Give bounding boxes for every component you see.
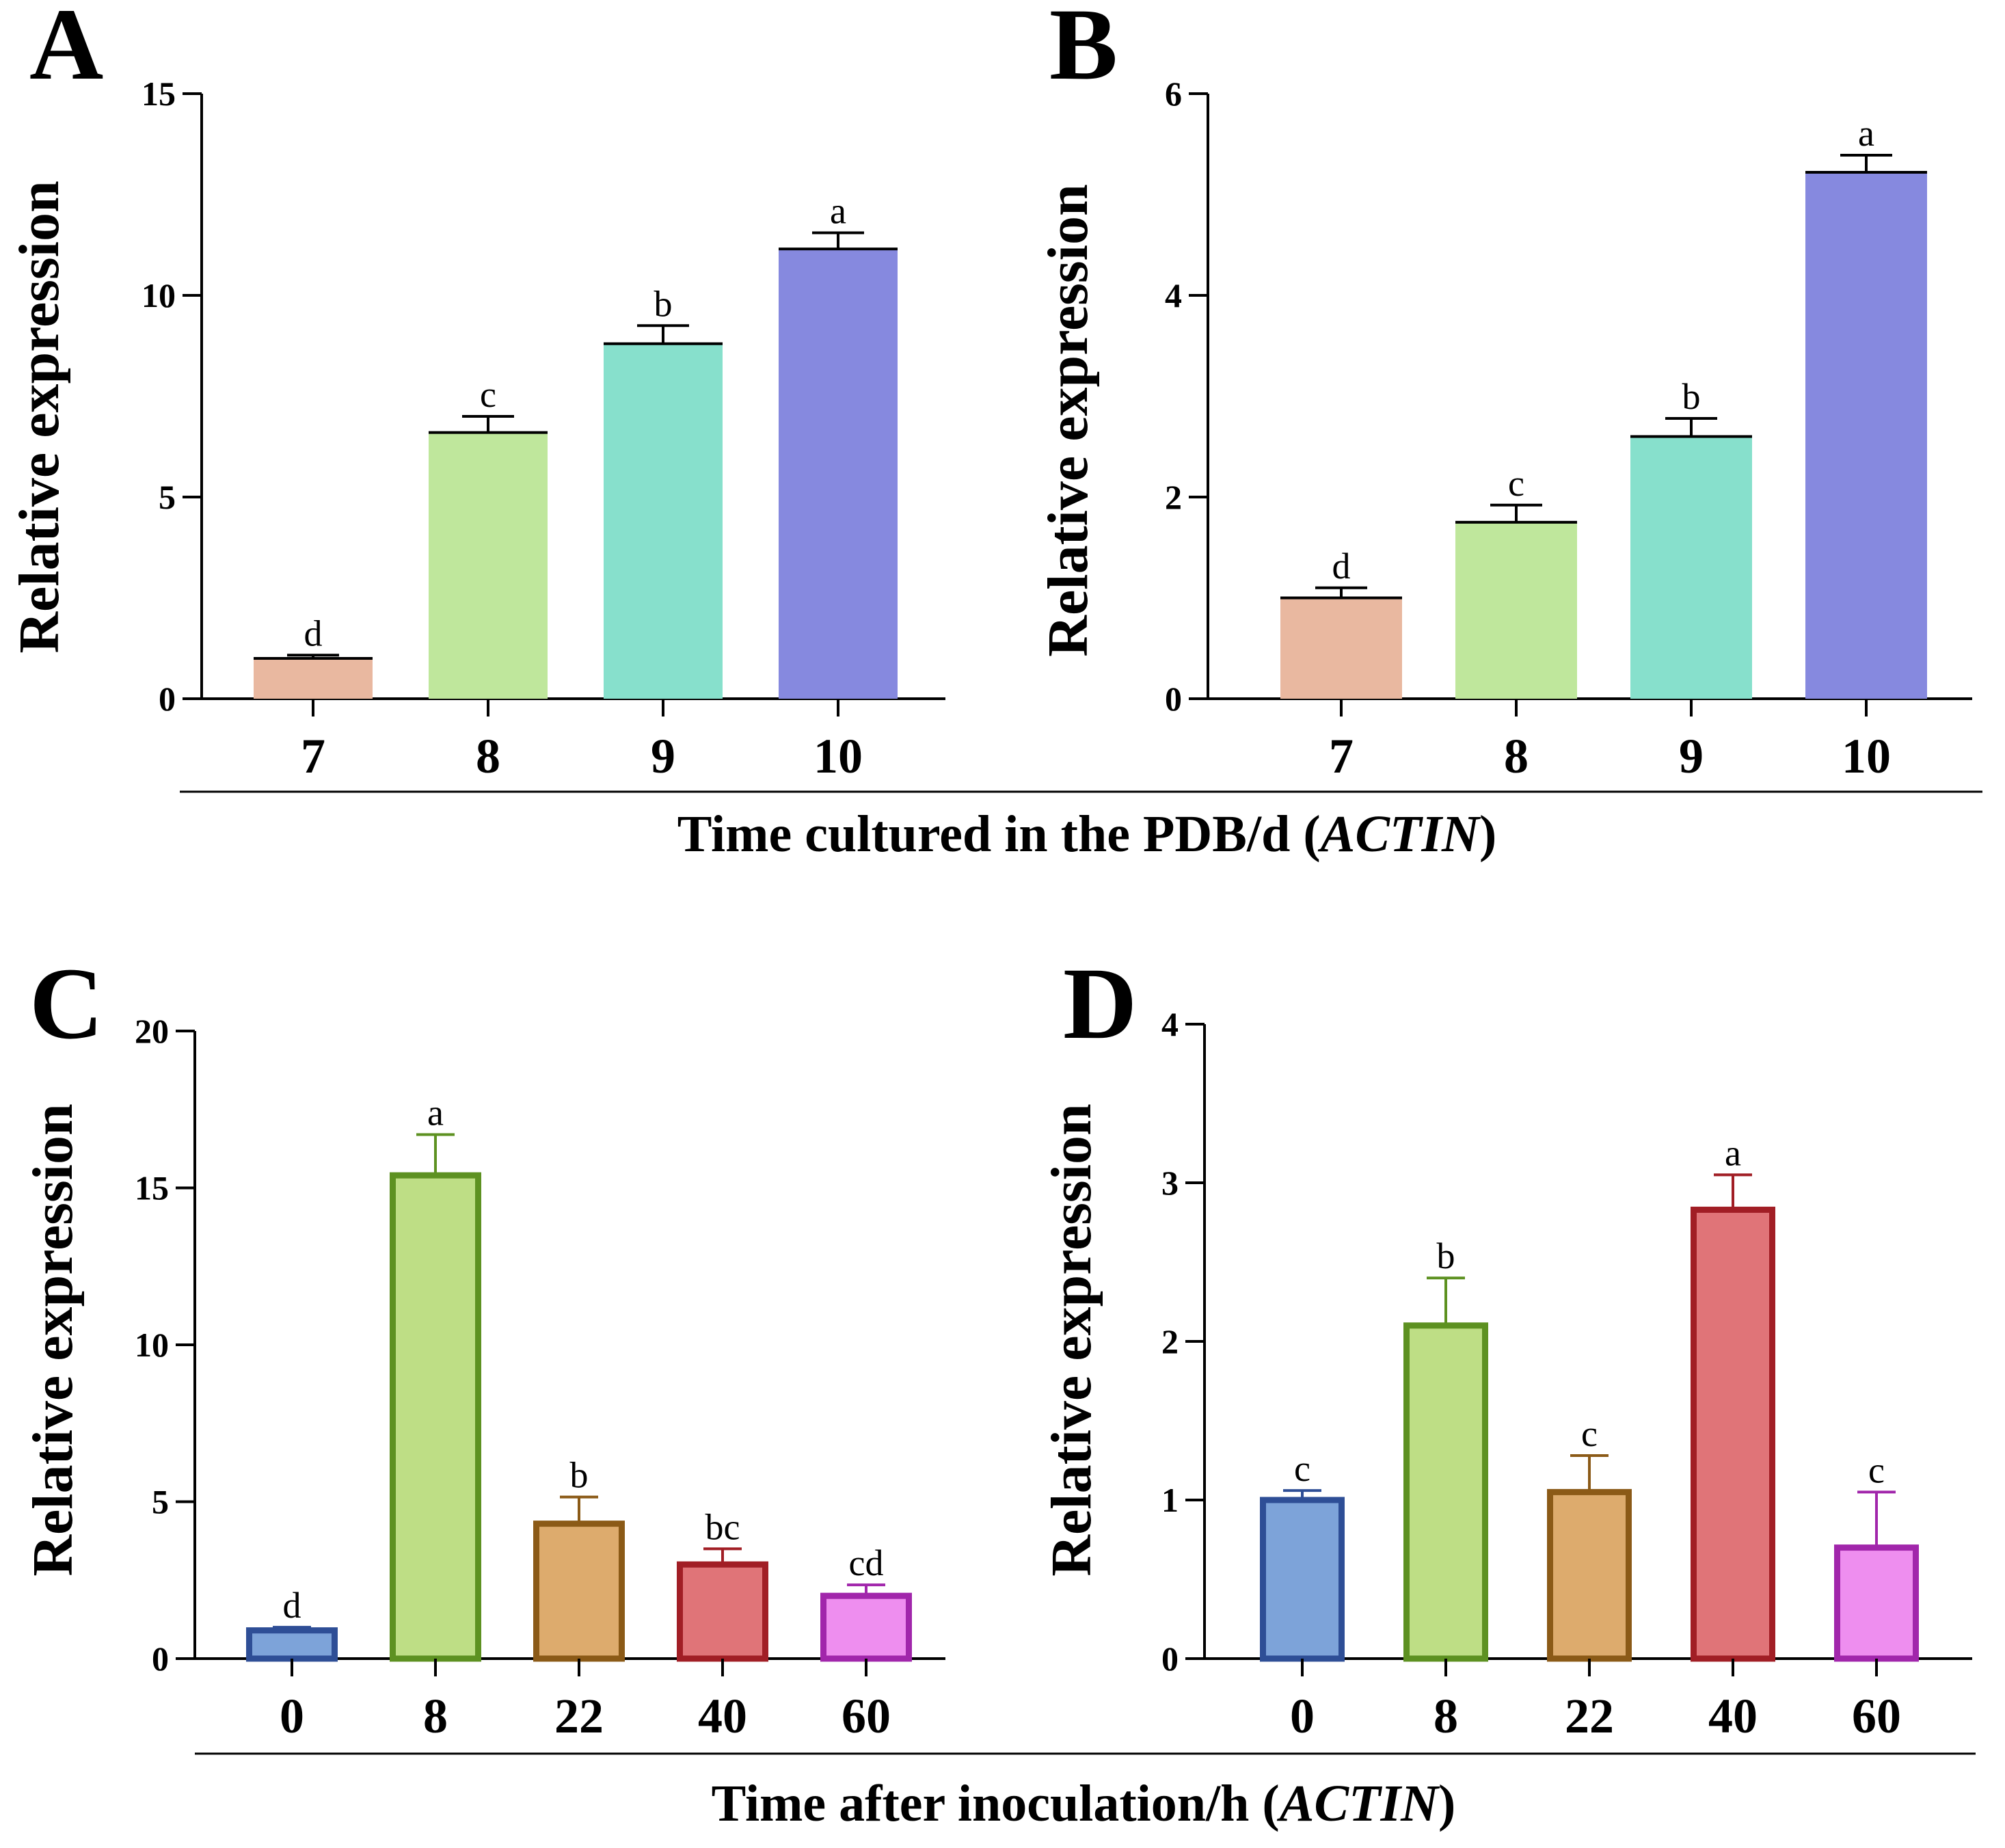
significance-label-a: d (304, 613, 323, 654)
ytick-label-a: 15 (142, 75, 176, 113)
panel-label-a: A (29, 0, 103, 101)
xtick-label-b: 10 (1842, 729, 1891, 784)
significance-label-d: c (1868, 1449, 1885, 1490)
panel-b: B Relative expression 0 2 4 6 d 7 c 8 b 9 a 10 (1036, 0, 1972, 784)
significance-label-c: a (427, 1092, 444, 1133)
significance-label-d: a (1725, 1132, 1741, 1173)
xtick-label-d: 40 (1708, 1689, 1758, 1743)
ytick-label-b: 6 (1165, 75, 1182, 113)
xtick-label-d: 0 (1290, 1689, 1315, 1743)
xtick-label-d: 22 (1565, 1689, 1614, 1743)
xtick-label-a: 8 (476, 729, 500, 784)
ytick-label-d: 4 (1161, 1005, 1179, 1043)
bar-b (1805, 172, 1927, 699)
xaxis-title-bottom-main: Time after inoculation/h ( (712, 1775, 1280, 1832)
ytick-label-a: 5 (159, 478, 176, 516)
ytick-label-b: 2 (1165, 478, 1182, 516)
xtick-label-c: 22 (554, 1689, 604, 1743)
xtick-label-b: 7 (1329, 729, 1354, 784)
bar-c (246, 1627, 338, 1662)
bar-b (1455, 522, 1577, 699)
significance-label-b: b (1682, 376, 1701, 417)
panel-label-c: C (29, 947, 103, 1060)
significance-label-d: c (1581, 1413, 1598, 1454)
significance-label-c: d (283, 1585, 301, 1626)
bar-b (1280, 598, 1402, 699)
bar-a (779, 249, 898, 699)
xaxis-title-bottom: Time after inoculation/h (ACTIN) (712, 1775, 1456, 1832)
significance-label-a: b (654, 283, 673, 324)
ytick-label-c: 20 (135, 1012, 169, 1050)
significance-label-c: b (570, 1455, 589, 1496)
significance-label-c: bc (705, 1506, 740, 1547)
panel-a: A Relative expression 0 5 10 15 d 7 c 8 b 9 a 10 (8, 0, 945, 784)
panel-c: C Relative expression 0 5 10 15 20 d 0 a 8 b 22 bc 40 c… (21, 947, 945, 1743)
bar-d (1691, 1206, 1775, 1662)
ytick-label-a: 0 (159, 680, 176, 718)
panel-label-d: D (1063, 947, 1137, 1060)
ytick-label-d: 2 (1161, 1322, 1179, 1361)
bar-a (254, 658, 373, 699)
ytick-label-c: 0 (152, 1639, 169, 1678)
xaxis-title-bottom-italic: ACTIN (1277, 1775, 1440, 1832)
xaxis-title-top: Time cultured in the PDB/d (ACTIN) (677, 805, 1497, 863)
significance-label-d: c (1294, 1448, 1310, 1489)
xtick-label-d: 8 (1434, 1689, 1458, 1743)
ytick-label-d: 3 (1161, 1164, 1179, 1202)
ytick-label-a: 10 (142, 276, 176, 314)
bar-d (1834, 1544, 1919, 1662)
xtick-label-c: 0 (280, 1689, 304, 1743)
xtick-label-c: 8 (423, 1689, 448, 1743)
xtick-label-b: 9 (1679, 729, 1704, 784)
xaxis-title-bottom-close: ) (1438, 1775, 1455, 1832)
bar-a (604, 343, 723, 699)
bar-c (677, 1561, 768, 1662)
yaxis-label-d: Relative expression (1040, 1103, 1103, 1576)
significance-label-a: c (480, 374, 496, 415)
xaxis-title-top-italic: ACTIN (1318, 805, 1481, 863)
bar-c (820, 1592, 912, 1662)
ytick-label-b: 4 (1165, 276, 1182, 314)
yaxis-label-b: Relative expression (1036, 184, 1100, 656)
ytick-label-c: 5 (152, 1483, 169, 1521)
ytick-label-d: 1 (1161, 1481, 1179, 1519)
ytick-label-d: 0 (1161, 1639, 1179, 1678)
xtick-label-b: 8 (1504, 729, 1529, 784)
ytick-label-c: 15 (135, 1169, 169, 1207)
bar-b (1630, 436, 1752, 699)
xtick-label-a: 10 (813, 729, 863, 784)
significance-label-d: b (1437, 1235, 1455, 1276)
significance-label-b: a (1858, 113, 1874, 154)
xtick-label-c: 40 (698, 1689, 747, 1743)
xtick-label-d: 60 (1852, 1689, 1901, 1743)
yaxis-label-c: Relative expression (21, 1103, 85, 1576)
xtick-label-c: 60 (842, 1689, 891, 1743)
ytick-label-c: 10 (135, 1326, 169, 1364)
significance-label-b: c (1508, 463, 1524, 504)
xtick-label-a: 9 (651, 729, 675, 784)
significance-label-c: cd (849, 1542, 884, 1583)
xtick-label-a: 7 (301, 729, 325, 784)
bar-c (390, 1172, 481, 1662)
bar-a (429, 432, 548, 699)
panel-d: D Relative expression 0 1 2 3 4 c 0 b 8 c 22 a 40 c 60 (1040, 947, 1972, 1743)
yaxis-label-a: Relative expression (8, 180, 71, 653)
significance-label-a: a (830, 191, 846, 232)
bar-d (1260, 1497, 1345, 1662)
ytick-label-b: 0 (1165, 680, 1182, 718)
bar-c (533, 1521, 625, 1662)
bar-d (1403, 1322, 1488, 1662)
bar-d (1547, 1488, 1632, 1662)
xaxis-title-top-main: Time cultured in the PDB/d ( (677, 805, 1321, 863)
panel-label-b: B (1049, 0, 1118, 101)
significance-label-b: d (1332, 546, 1351, 587)
xaxis-title-top-close: ) (1479, 805, 1496, 863)
